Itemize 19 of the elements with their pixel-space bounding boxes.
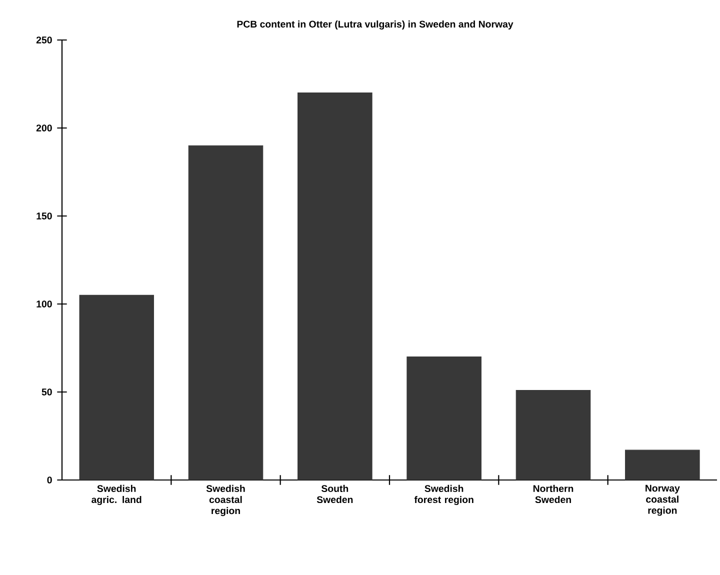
x-tick-label: Northern Sweden (533, 484, 574, 504)
x-tick-label: Swedish coastal region (206, 484, 245, 516)
bar (188, 145, 264, 480)
x-tick-label: South Sweden (316, 484, 353, 504)
x-tick-label: Swedish agric. land (92, 484, 142, 506)
bar (298, 92, 372, 480)
bar (516, 390, 591, 480)
y-tick-label: 0 (47, 476, 52, 484)
y-tick-label: 50 (42, 388, 52, 396)
x-tick-label: Swedish forest region (414, 484, 474, 506)
bar (79, 294, 154, 480)
y-tick-label: 200 (36, 124, 52, 132)
chart-title: PCB content in Otter (Lutra vulgaris) in Sweden and Norway (237, 20, 514, 30)
x-tick-label: Norway coastal region (646, 484, 680, 516)
y-tick-label: 100 (36, 300, 52, 308)
bar (625, 450, 700, 480)
y-tick-label: 150 (36, 212, 52, 220)
y-tick-label: 250 (36, 36, 52, 44)
bar (406, 356, 482, 480)
